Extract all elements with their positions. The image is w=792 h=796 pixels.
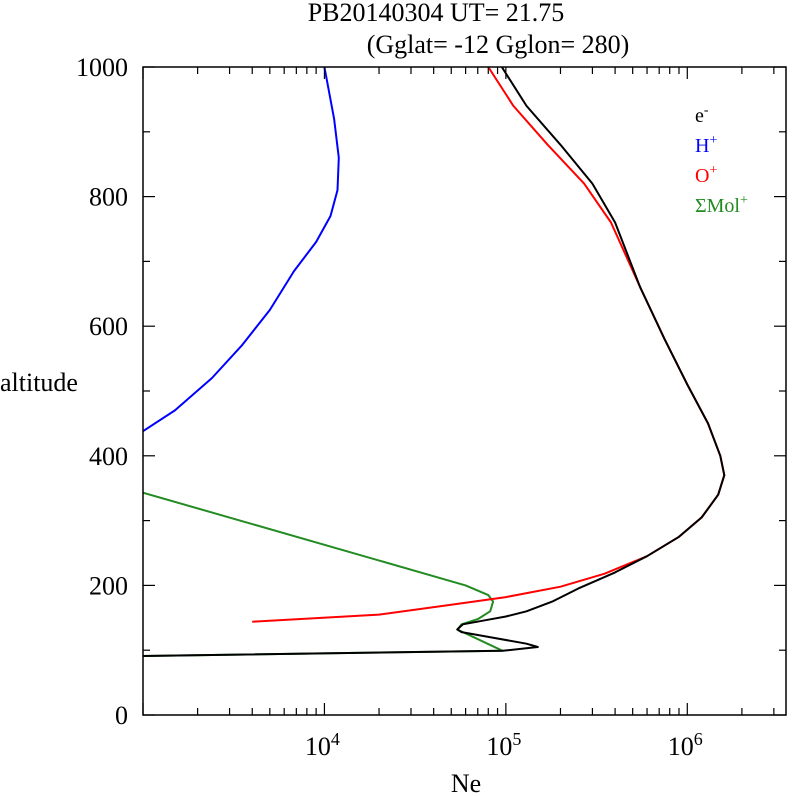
x-tick-label: 106 xyxy=(668,729,703,761)
y-tick-label: 0 xyxy=(115,701,128,730)
y-tick-labels: 0 200 400 600 800 1000 xyxy=(76,53,128,730)
plot-frame xyxy=(142,66,787,716)
chart-subtitle: (Gglat= -12 Gglon= 280) xyxy=(367,30,630,59)
chart-title: PB20140304 UT= 21.75 xyxy=(308,0,565,27)
x-tick-label: 104 xyxy=(305,729,340,761)
legend-entry: H+ xyxy=(695,133,717,157)
series-layer xyxy=(143,67,726,657)
series-line-o xyxy=(252,67,726,623)
series-line-e xyxy=(143,67,726,657)
y-axis-label: altitude xyxy=(0,368,78,397)
y-tick-label: 400 xyxy=(89,442,128,471)
y-tick-label: 600 xyxy=(89,312,128,341)
ticks-layer xyxy=(142,66,786,716)
series-line-mol-sum xyxy=(143,491,504,657)
x-axis-label: Ne xyxy=(451,769,481,796)
y-tick-label: 200 xyxy=(89,571,128,600)
legend-entry: O+ xyxy=(695,163,717,187)
legend-entry: e- xyxy=(695,103,709,127)
x-tick-label: 105 xyxy=(486,729,521,761)
x-tick-labels: 104 105 106 xyxy=(305,729,703,761)
y-tick-label: 800 xyxy=(89,183,128,212)
legend-entry: ΣMol+ xyxy=(695,193,748,217)
series-line-h xyxy=(143,67,340,433)
legend: e- H+ O+ ΣMol+ xyxy=(695,103,748,217)
y-tick-label: 1000 xyxy=(76,53,128,82)
